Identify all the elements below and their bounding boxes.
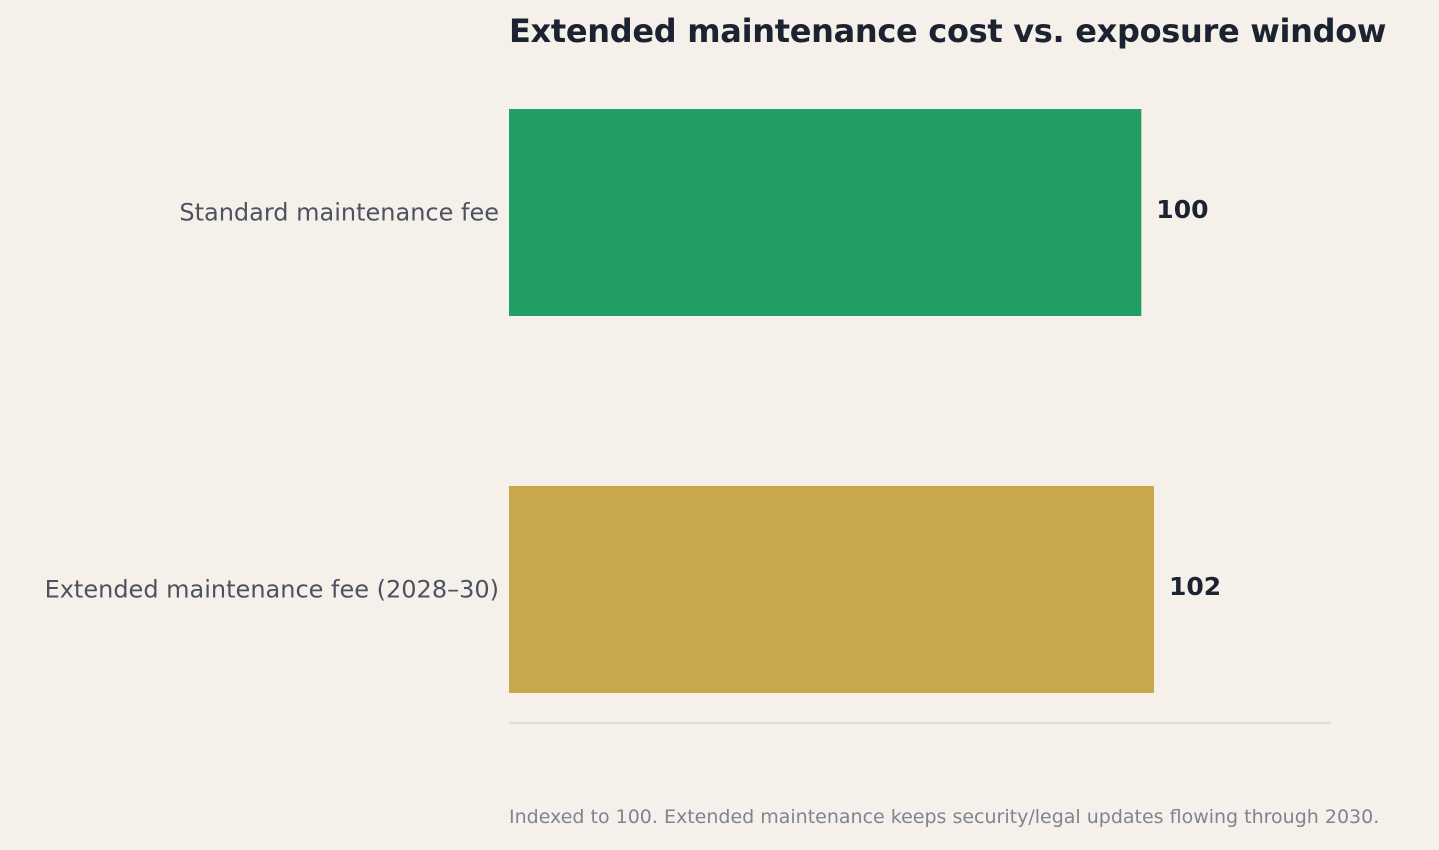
chart-title: Extended maintenance cost vs. exposure w… bbox=[509, 12, 1387, 50]
bars-layer: Standard maintenance fee 100 Extended main… bbox=[45, 109, 1221, 693]
bar-1 bbox=[509, 109, 1142, 316]
chart-footnote: Indexed to 100. Extended maintenance kee… bbox=[509, 806, 1380, 828]
value-label-1: 100 bbox=[1156, 195, 1208, 224]
value-label-2: 102 bbox=[1169, 572, 1221, 601]
bar-2 bbox=[509, 486, 1154, 693]
category-label-1: Standard maintenance fee bbox=[179, 199, 499, 227]
category-label-2: Extended maintenance fee (2028–30) bbox=[45, 576, 499, 604]
